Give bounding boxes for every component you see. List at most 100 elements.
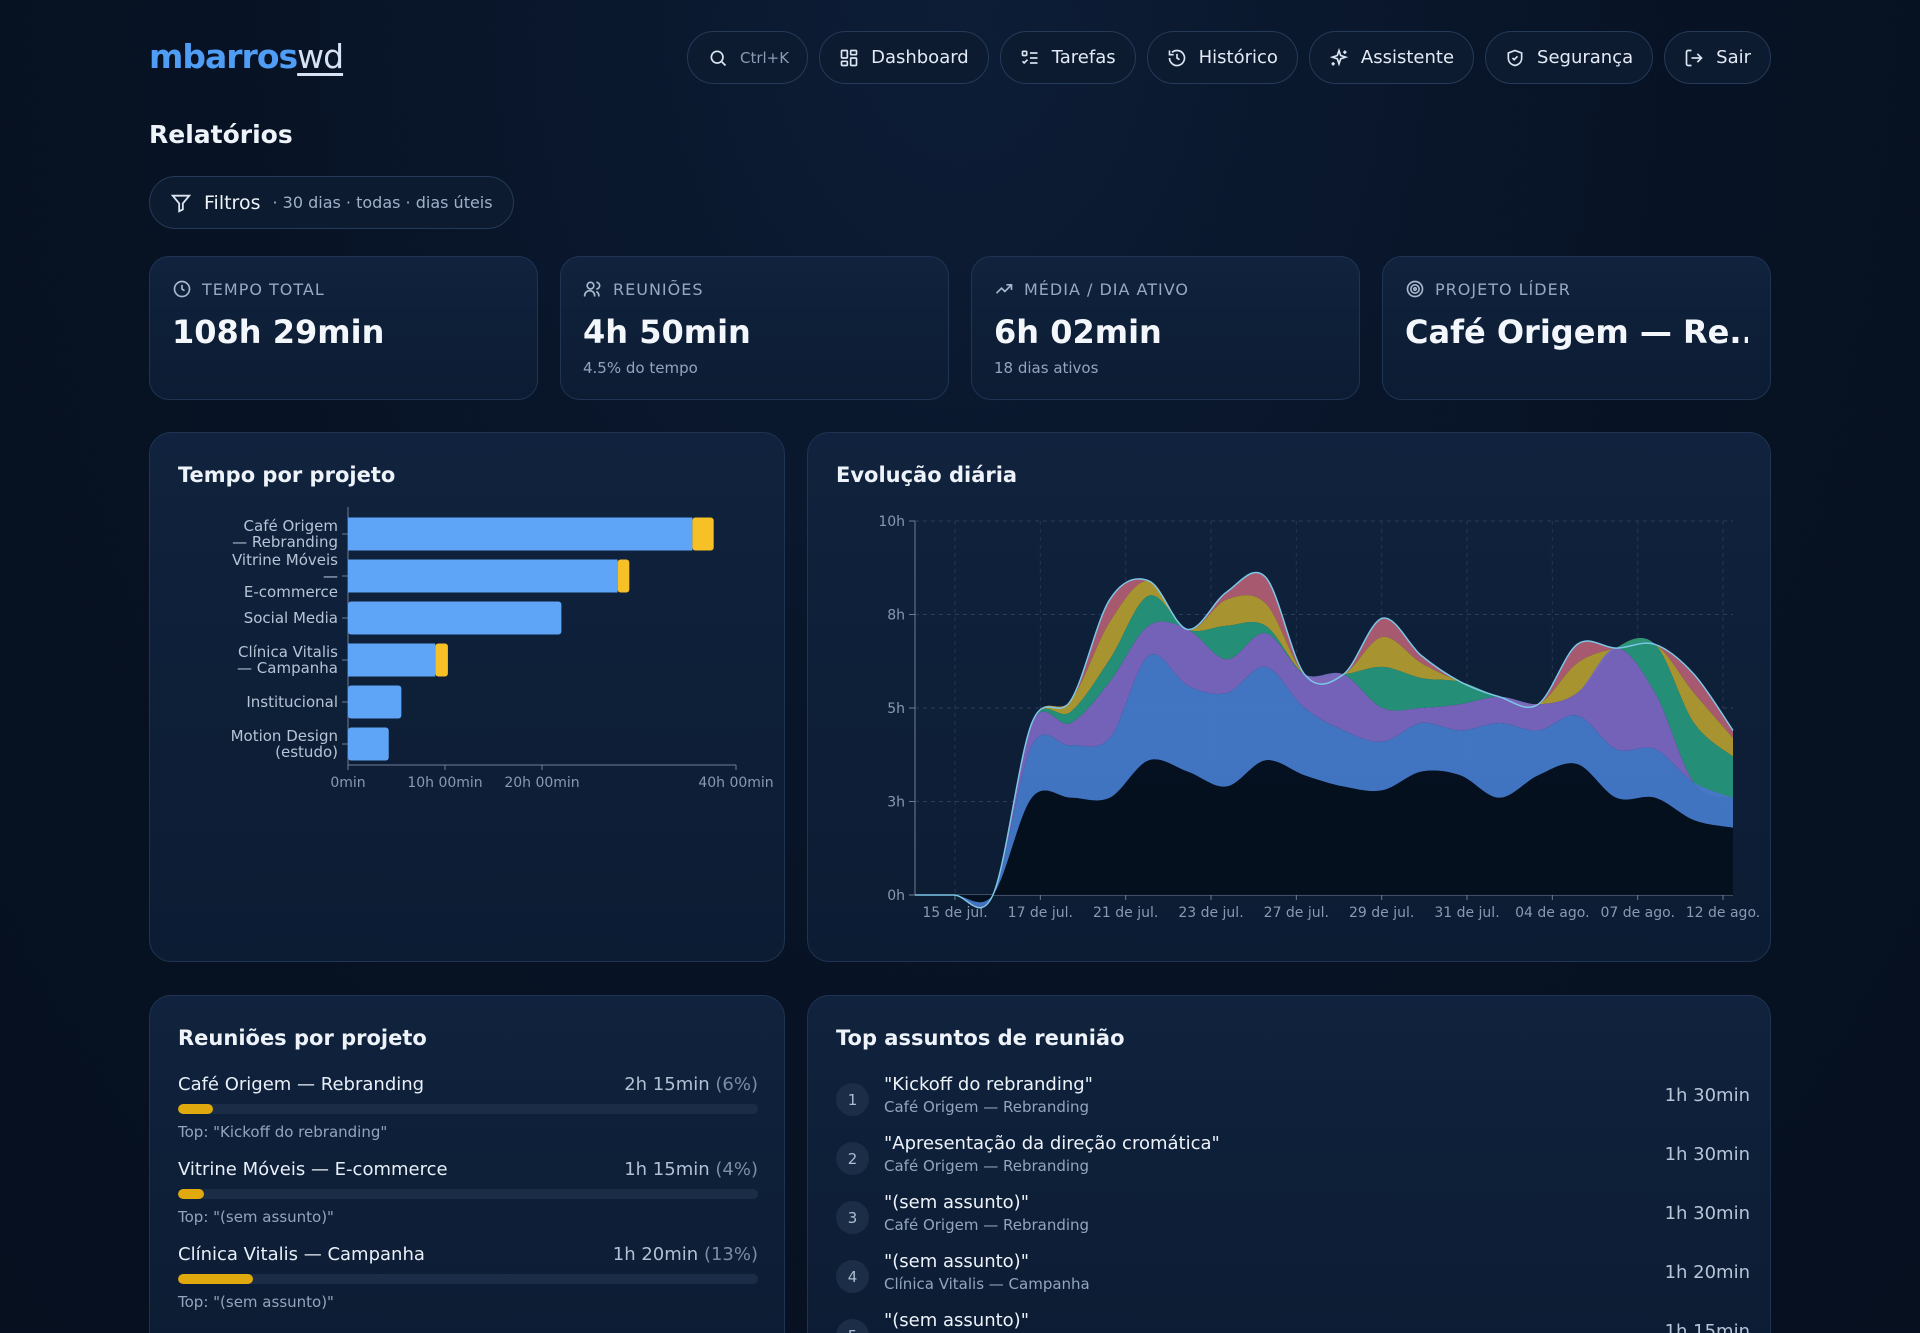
subject-project: Café Origem — Rebranding [884,1157,1090,1175]
nav-tarefas-label: Tarefas [1051,47,1116,68]
meeting-project-duration: 1h 15min (4%) [624,1159,758,1180]
subject-duration: 1h 30min [1664,1144,1750,1165]
time-by-project-title: Tempo por projeto [178,463,396,487]
nav-assistente[interactable]: Assistente [1308,31,1475,84]
kpi-avg-caption: MÉDIA / DIA ATIVO [1024,279,1189,299]
rank-badge: 2 [836,1142,869,1175]
meeting-progress-fill [178,1189,205,1199]
subject-title: "(sem assunto)" [884,1251,1029,1272]
meeting-progress-fill [178,1274,254,1284]
search-icon [710,50,727,66]
subject-title: "(sem assunto)" [884,1310,1029,1331]
kpi-total-value: 108h 29min [172,313,385,351]
bar-segment[interactable] [348,559,618,593]
nav-seguranca[interactable]: Segurança [1485,31,1654,84]
bar-chart-x-tick-label: 20h 00min [504,775,579,791]
top-subject-row[interactable]: 5 "(sem assunto)" 1h 15min [836,1310,1750,1333]
subject-title: "Kickoff do rebranding" [884,1074,1093,1095]
meeting-project-name: Vitrine Móveis — E-commerce [178,1159,448,1180]
meeting-top-subject: Top: "(sem assunto)" [178,1293,334,1311]
area-chart-x-tick-label: 27 de jul. [1264,905,1329,921]
meeting-progress-track [178,1104,758,1114]
area-chart-y-tick-label: 3h [887,795,905,811]
meeting-project-row: Café Origem — Rebranding 2h 15min (6%) Top… [178,1074,758,1141]
bar-chart-category-label: Clínica Vitalis [238,643,338,661]
subject-title: "(sem assunto)" [884,1192,1029,1213]
kpi-total-time: TEMPO TOTAL 108h 29min [149,256,538,400]
daily-evolution-card: Evolução diária 0h 3h 5h 8h 10h 15 de jul. 17 … [807,432,1771,962]
bar-chart-category-label: Motion Design [231,727,338,745]
bar-chart-x-tick-label: 40h 00min [698,775,773,791]
filter-icon [170,194,192,213]
rank-badge: 5 [836,1319,869,1333]
checklist-icon [1021,50,1038,64]
search-button[interactable]: Ctrl+K [686,31,809,84]
kpi-lead-project: PROJETO LÍDER Café Origem — Re... [1382,256,1771,400]
logo-secondary: wd [297,37,344,76]
area-chart-x-tick-label: 07 de ago. [1600,905,1674,921]
top-subject-row[interactable]: 1 "Kickoff do rebranding" Café Origem — Re… [836,1074,1750,1126]
top-subjects-card: Top assuntos de reunião 1 "Kickoff do reb… [807,995,1771,1333]
logo[interactable]: mbarroswd [149,37,344,76]
kpi-daily-average: MÉDIA / DIA ATIVO 6h 02min 18 dias ativo… [971,256,1360,400]
meeting-top-subject: Top: "Kickoff do rebranding" [178,1123,388,1141]
nav-dashboard[interactable]: Dashboard [819,31,989,84]
logout-label: Sair [1716,47,1751,68]
area-chart-y-tick-label: 8h [887,608,905,624]
time-by-project-card: Tempo por projeto 0min 10h 00min 20h 00min… [149,432,785,962]
kpi-avg-value: 6h 02min [994,313,1162,351]
bar-segment[interactable] [348,601,562,635]
bar-chart-category-label: Social Media [244,609,338,627]
bar-segment[interactable] [435,643,448,677]
bar-segment[interactable] [348,727,389,761]
bar-segment[interactable] [348,517,693,551]
logout-button[interactable]: Sair [1664,31,1771,84]
dashboard-icon [840,49,858,66]
meeting-project-name: Clínica Vitalis — Campanha [178,1244,425,1265]
filters-summary: · 30 dias · todas · dias úteis [272,193,493,212]
nav-dashboard-label: Dashboard [871,47,969,68]
area-chart-x-tick-label: 21 de jul. [1093,905,1158,921]
kpi-lead-caption: PROJETO LÍDER [1435,279,1571,299]
area-chart-x-tick-label: 23 de jul. [1178,905,1243,921]
meetings-by-project-card: Reuniões por projeto Café Origem — Rebra… [149,995,785,1333]
bar-chart-category-label: — [323,567,338,585]
users-icon [583,281,601,297]
logo-primary: mbarros [149,37,298,76]
subject-project: Café Origem — Rebranding [884,1216,1090,1234]
kpi-meetings-value: 4h 50min [583,313,751,351]
filters-button[interactable]: Filtros · 30 dias · todas · dias úteis [149,176,514,229]
kpi-total-caption: TEMPO TOTAL [202,279,325,299]
bar-chart-x-tick-label: 10h 00min [407,775,482,791]
subject-title: "Apresentação da direção cromática" [884,1133,1220,1154]
top-subject-row[interactable]: 3 "(sem assunto)" Café Origem — Rebranding… [836,1192,1750,1244]
meeting-progress-track [178,1189,758,1199]
nav-historico-label: Histórico [1198,47,1278,68]
bar-segment[interactable] [348,685,402,719]
area-chart-x-tick-label: 12 de ago. [1686,905,1760,921]
kpi-meetings-note: 4.5% do tempo [583,359,698,377]
bar-segment[interactable] [617,559,630,593]
top-subject-row[interactable]: 4 "(sem assunto)" Clínica Vitalis — Campan… [836,1251,1750,1303]
area-chart-x-tick-label: 15 de jul. [922,905,987,921]
meeting-progress-track [178,1274,758,1284]
meeting-project-duration: 2h 15min (6%) [624,1074,758,1095]
bar-segment[interactable] [348,643,436,677]
filters-label: Filtros [204,191,261,214]
nav-tarefas[interactable]: Tarefas [999,31,1136,84]
kpi-meetings-caption: REUNIÕES [613,279,704,299]
area-series[interactable] [915,759,1733,903]
area-series[interactable] [915,654,1733,907]
target-icon [1406,280,1424,298]
top-subject-row[interactable]: 2 "Apresentação da direção cromática" Café… [836,1133,1750,1185]
bar-chart-category-label: E-commerce [244,583,338,601]
bar-segment[interactable] [692,517,714,551]
subject-duration: 1h 15min [1664,1321,1750,1333]
nav-assistente-label: Assistente [1360,47,1455,68]
daily-evolution-title: Evolução diária [836,463,1018,487]
area-series[interactable] [915,621,1733,908]
meeting-project-row: Vitrine Móveis — E-commerce 1h 15min (4%)… [178,1159,758,1226]
nav-historico[interactable]: Histórico [1146,31,1298,84]
area-top-outline [915,571,1734,909]
kpi-lead-value: Café Origem — Re... [1405,313,1748,351]
